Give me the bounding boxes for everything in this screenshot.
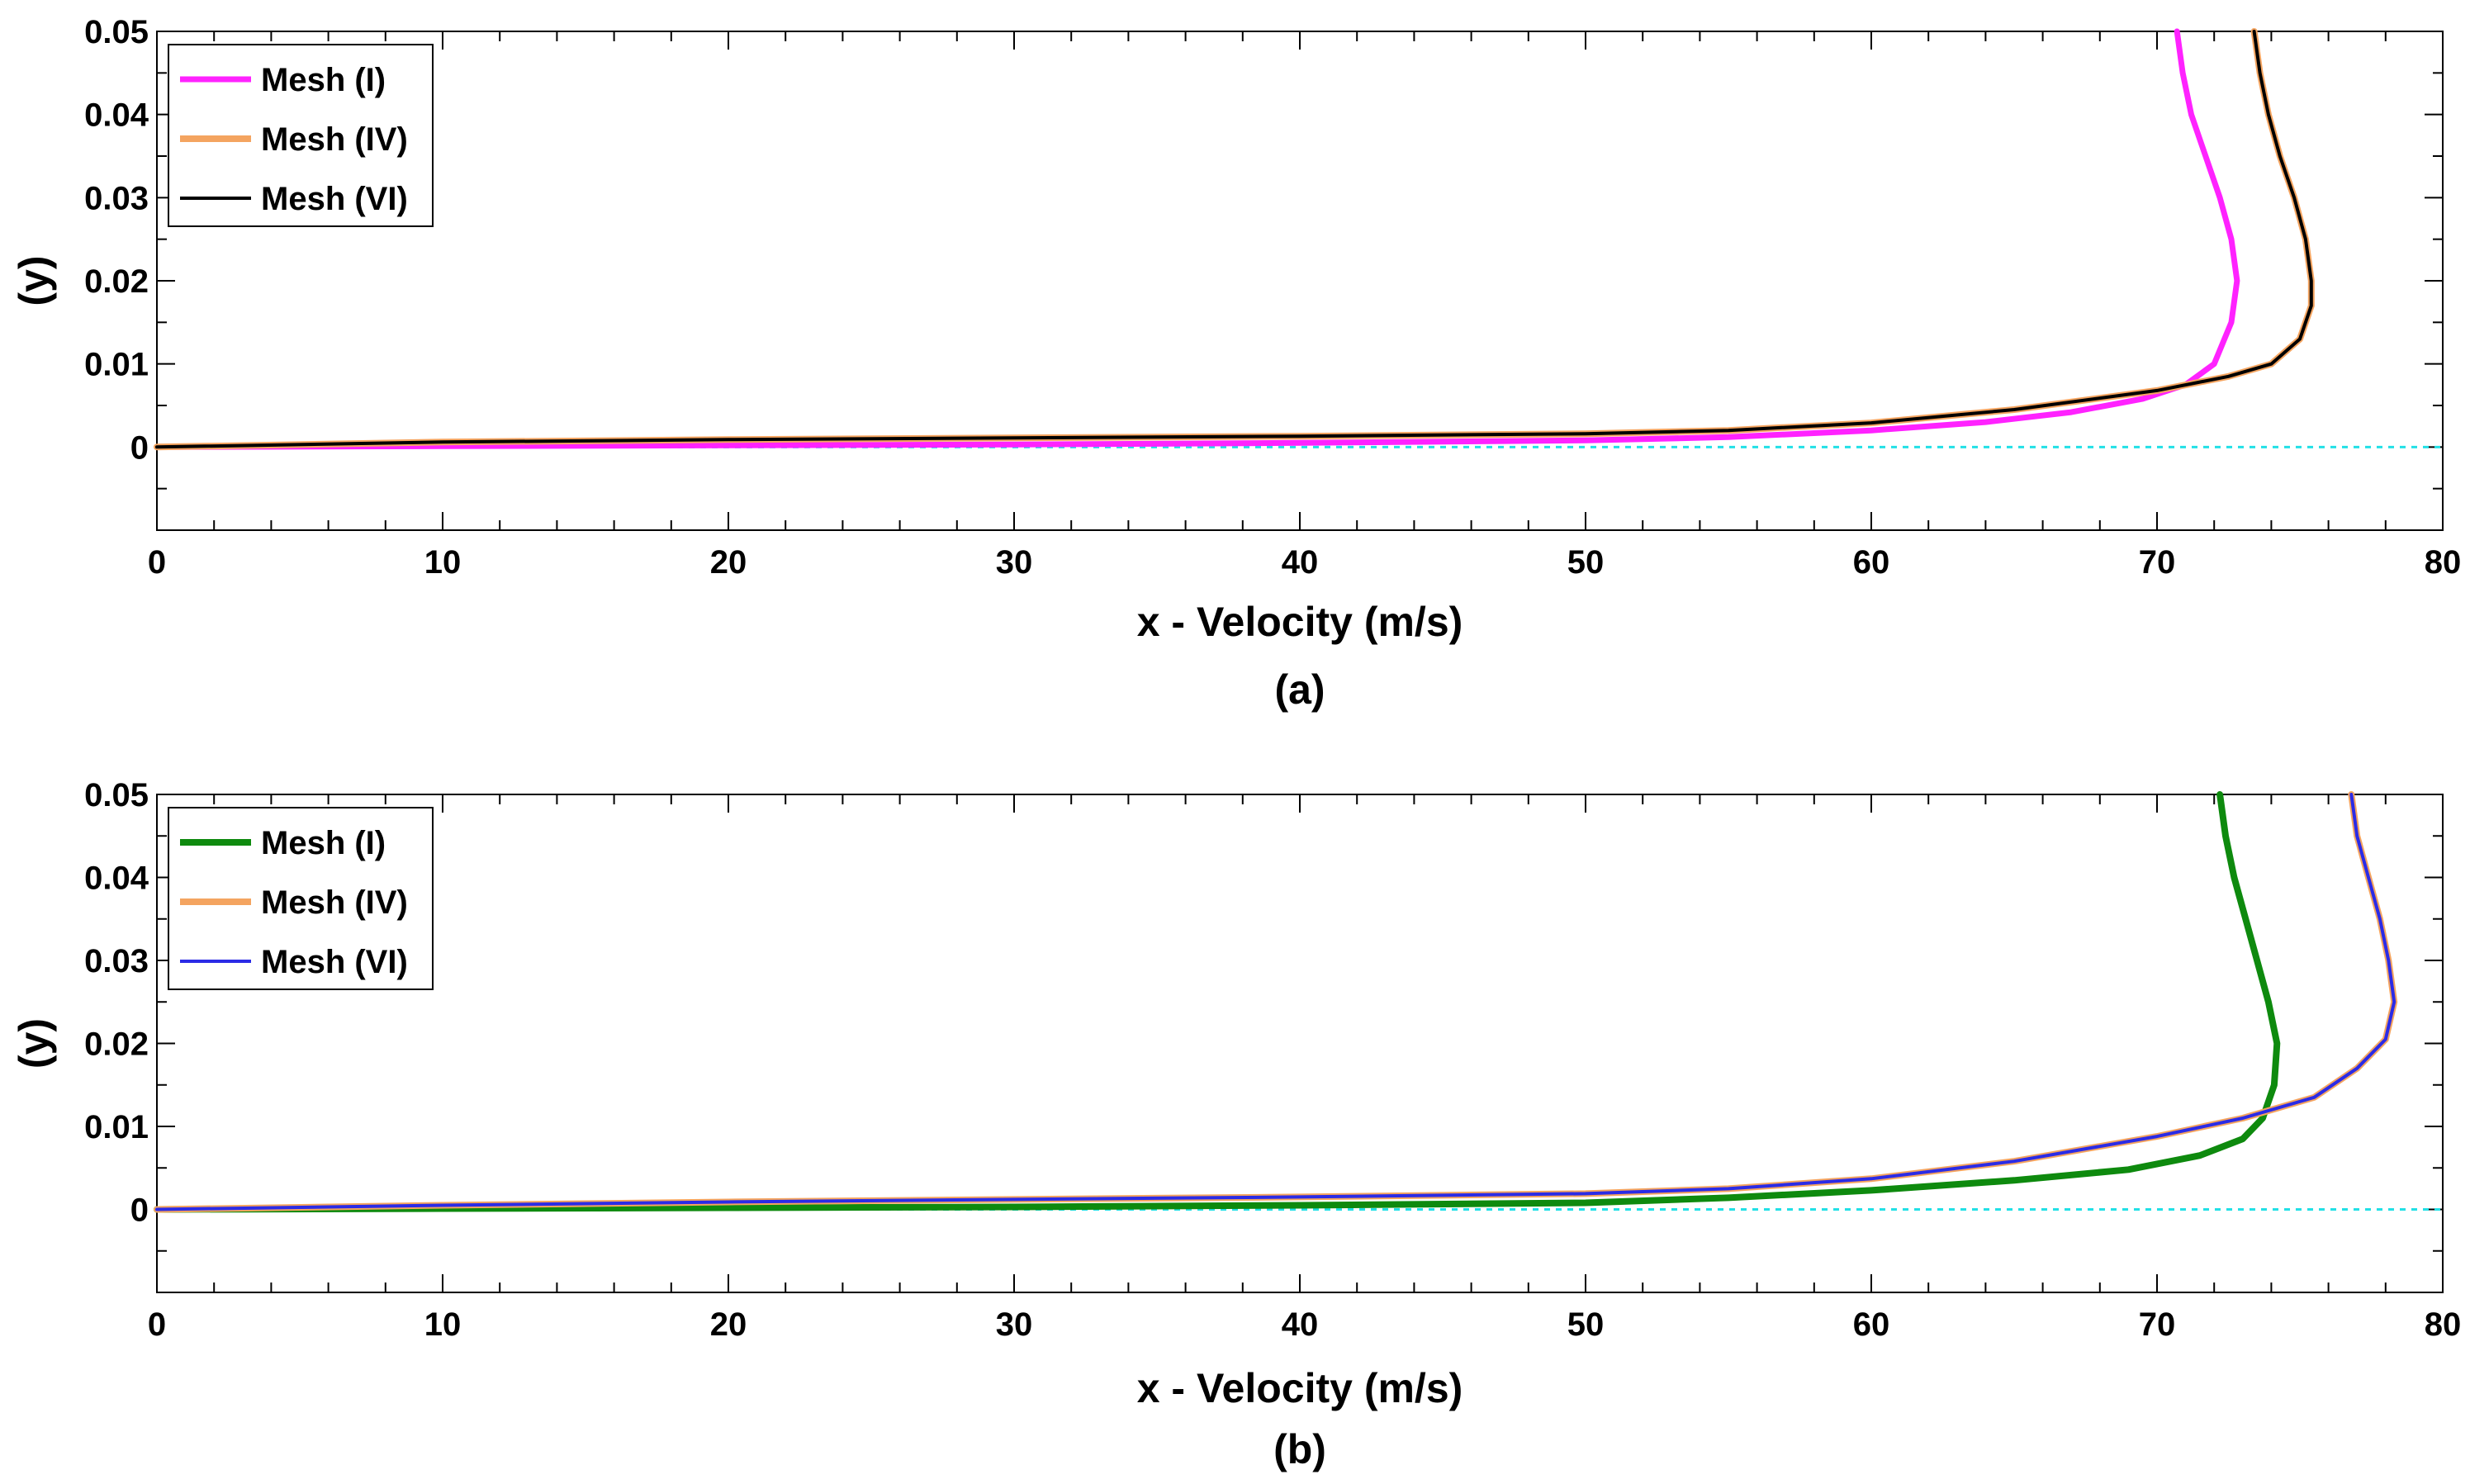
y-tick-label: 0.05 (84, 777, 149, 813)
x-tick-label: 40 (1282, 544, 1319, 581)
x-tick-label: 70 (2139, 1306, 2176, 1343)
x-tick-label: 0 (148, 544, 166, 581)
y-tick-label: 0.05 (84, 14, 149, 50)
legend: Mesh (I) Mesh (IV) Mesh (VI) (168, 807, 434, 990)
y-axis-label: (y) (11, 1018, 57, 1069)
legend-label: Mesh (VI) (261, 181, 408, 217)
legend-label: Mesh (I) (261, 825, 386, 861)
x-tick-label: 60 (1853, 544, 1890, 581)
legend: Mesh (I) Mesh (IV) Mesh (VI) (168, 44, 434, 227)
series-line-mesh-vi (155, 793, 2397, 1211)
x-tick-label: 10 (424, 1306, 462, 1343)
chart-panel-0: 0 10 20 30 40 50 60 70 80 0 0.01 0.02 0.03 0.04 0.05 x … (11, 14, 2461, 713)
x-tick-label: 40 (1282, 1306, 1319, 1343)
x-tick-label: 80 (2425, 544, 2462, 581)
legend-label: Mesh (I) (261, 62, 386, 98)
y-tick-label: 0.03 (84, 180, 149, 216)
panel-caption: (b) (1273, 1426, 1326, 1472)
y-tick-label: 0.02 (84, 1026, 149, 1063)
x-tick-label: 20 (710, 544, 747, 581)
x-tick-label: 10 (424, 544, 462, 581)
x-tick-label: 80 (2425, 1306, 2462, 1343)
y-tick-label: 0.01 (84, 1109, 149, 1145)
x-axis-label: x - Velocity (m/s) (1137, 1365, 1463, 1411)
chart-panel-1: 0 10 20 30 40 50 60 70 80 0 0.01 0.02 0.03 0.04 0.05 x … (11, 777, 2461, 1472)
panel-caption: (a) (1274, 666, 1325, 713)
x-tick-label: 50 (1567, 1306, 1605, 1343)
series-line-mesh-i (154, 28, 2240, 450)
x-tick-label: 70 (2139, 544, 2176, 581)
series-line-mesh-i (154, 791, 2281, 1213)
x-tick-label: 30 (996, 544, 1033, 581)
y-tick-label: 0.01 (84, 347, 149, 383)
series-line-mesh-vi (155, 30, 2313, 449)
x-tick-label: 20 (710, 1306, 747, 1343)
x-tick-label: 30 (996, 1306, 1033, 1343)
y-tick-label: 0.03 (84, 943, 149, 979)
x-tick-label: 60 (1853, 1306, 1890, 1343)
y-tick-label: 0.04 (84, 97, 149, 134)
y-tick-label: 0 (130, 1192, 149, 1229)
y-tick-label: 0.02 (84, 263, 149, 300)
x-tick-label: 50 (1567, 544, 1605, 581)
y-tick-label: 0 (130, 429, 149, 466)
legend-label: Mesh (VI) (261, 944, 408, 980)
legend-label: Mesh (IV) (261, 121, 408, 158)
y-axis-label: (y) (11, 255, 57, 306)
x-tick-label: 0 (148, 1306, 166, 1343)
y-tick-label: 0.04 (84, 861, 149, 897)
x-axis-label: x - Velocity (m/s) (1137, 599, 1463, 645)
legend-label: Mesh (IV) (261, 884, 408, 921)
